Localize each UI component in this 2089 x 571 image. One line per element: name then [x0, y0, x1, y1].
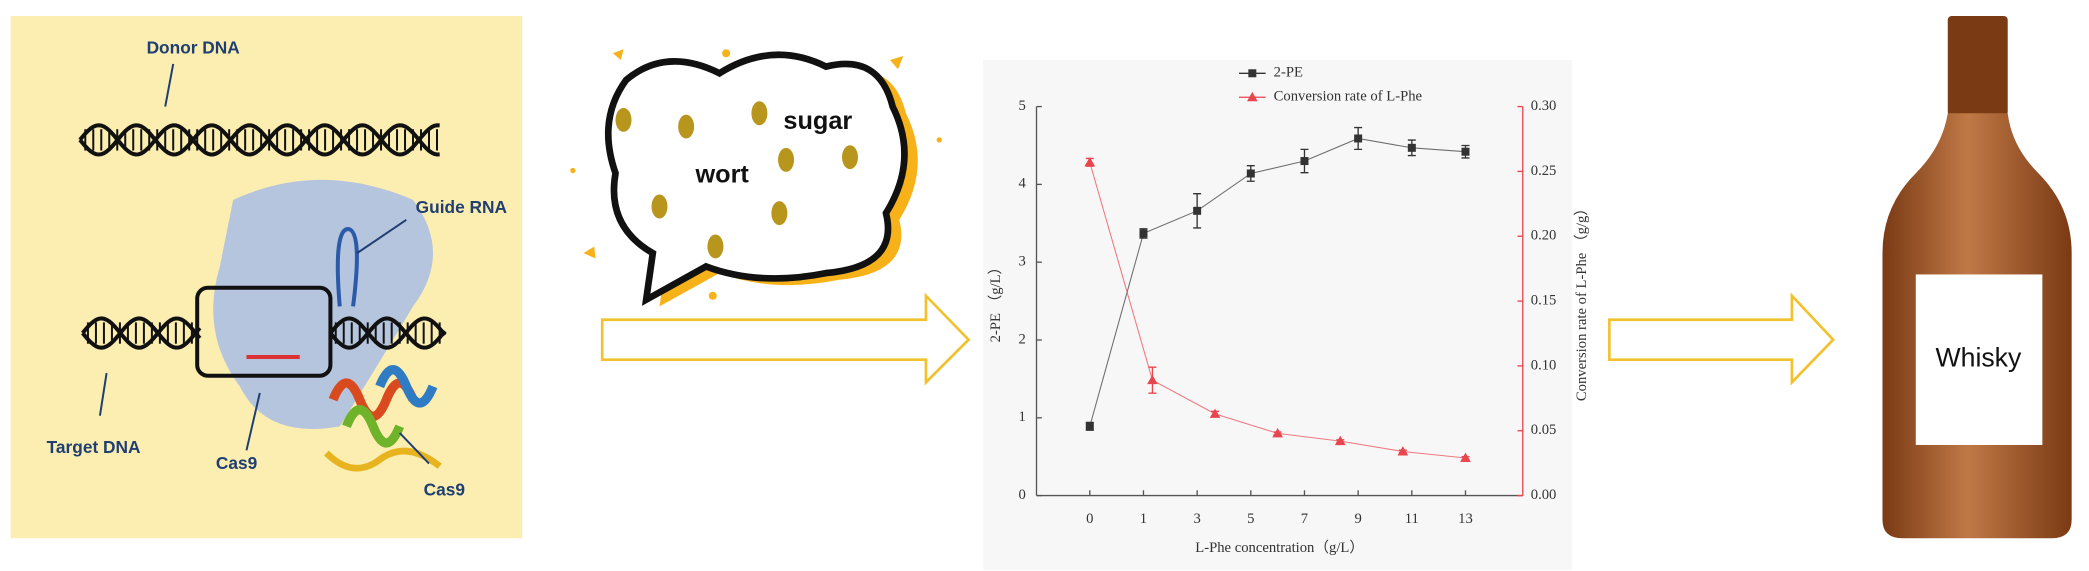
point	[1334, 435, 1346, 446]
x-tick-label: 7	[1301, 511, 1308, 527]
strand	[328, 316, 447, 350]
strand	[81, 316, 202, 350]
label: Guide RNA	[416, 197, 508, 217]
point	[1147, 374, 1158, 385]
y-tick-label: 0	[1019, 487, 1026, 503]
x-tick-label: 0	[1086, 511, 1093, 527]
label: Donor DNA	[147, 37, 241, 57]
point	[1272, 428, 1283, 438]
x-tick-label: 11	[1405, 511, 1419, 527]
point	[1461, 147, 1470, 156]
y2-tick-label: 0.20	[1531, 228, 1557, 244]
speech-bubble: sugar wort	[570, 49, 942, 307]
y2-tick-label: 0.25	[1531, 163, 1557, 179]
x-axis-label: L-Phe concentration（g/L）	[1195, 539, 1364, 556]
x-tick-label: 5	[1247, 511, 1254, 527]
legend-label: Conversion rate of L-Phe	[1274, 89, 1422, 105]
pointer-lines	[98, 63, 430, 465]
x-tick-label: 13	[1458, 511, 1473, 527]
point	[1084, 157, 1096, 167]
x-tick-label: 1	[1140, 511, 1147, 527]
legend-label: 2-PE	[1274, 65, 1303, 81]
bubble-word: wort	[694, 161, 749, 189]
bottle: Whisky	[1882, 15, 2072, 539]
x-tick-label: 3	[1193, 511, 1200, 527]
label: Cas9	[216, 453, 257, 473]
y2-axis-label: Conversion rate of L-Phe （g/g）	[1573, 201, 1590, 401]
strand	[81, 316, 202, 350]
y-tick-label: 5	[1019, 98, 1026, 114]
label: Cas9	[424, 480, 465, 500]
y2-tick-label: 0.10	[1531, 357, 1557, 373]
y2-tick-label: 0.30	[1531, 98, 1557, 114]
x-tick-label: 9	[1354, 511, 1361, 527]
point	[1085, 422, 1094, 431]
cas9-blob	[213, 179, 433, 429]
point	[1246, 169, 1255, 178]
point	[1139, 229, 1148, 238]
y2-tick-label: 0.15	[1531, 292, 1557, 308]
y2-tick-label: 0.00	[1531, 487, 1557, 503]
point	[1397, 446, 1409, 456]
arrow	[1608, 292, 1836, 386]
point	[1300, 157, 1309, 166]
bottle-label: Whisky	[1936, 343, 2022, 373]
point	[1247, 91, 1258, 102]
y-tick-label: 4	[1019, 176, 1027, 192]
point	[1248, 69, 1257, 78]
arrow	[600, 292, 971, 386]
point	[1193, 206, 1202, 215]
strand	[78, 123, 440, 157]
cut-box	[195, 285, 333, 378]
y-tick-label: 1	[1019, 409, 1026, 425]
point	[1209, 408, 1221, 418]
y-axis-label: 2-PE （g/L）	[987, 260, 1004, 343]
y-tick-label: 3	[1019, 254, 1026, 270]
point	[1460, 452, 1471, 462]
strand	[328, 316, 447, 350]
y2-tick-label: 0.05	[1531, 422, 1557, 438]
point	[1407, 143, 1416, 152]
guide-rna	[335, 227, 359, 307]
series-line	[1089, 137, 1466, 427]
dna-helices	[78, 123, 447, 350]
strand	[78, 123, 440, 157]
bubble-word: sugar	[783, 107, 852, 135]
chart-background	[983, 59, 1573, 571]
y-tick-label: 2	[1019, 331, 1026, 347]
label: Target DNA	[47, 437, 141, 457]
point	[1354, 134, 1363, 143]
